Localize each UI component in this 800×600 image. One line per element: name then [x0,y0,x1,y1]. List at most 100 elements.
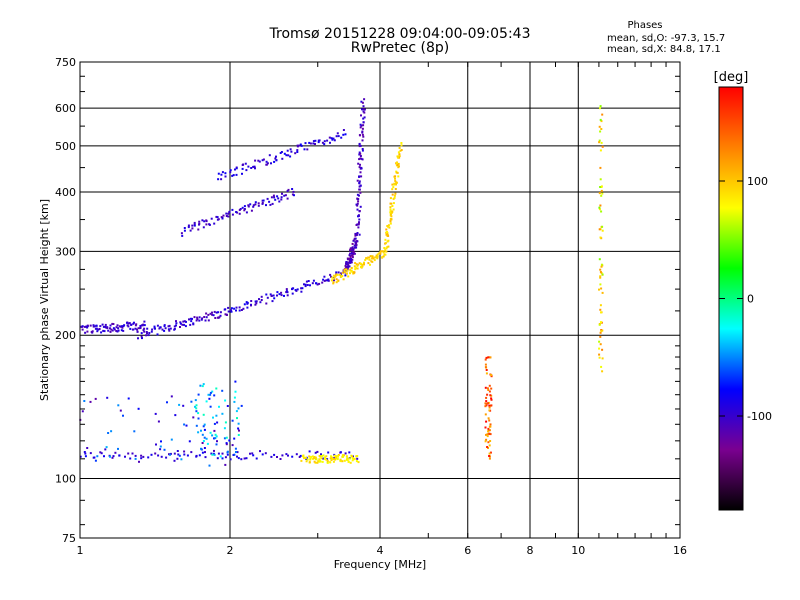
data-point [221,412,224,415]
data-point [238,309,241,312]
data-point [327,451,330,454]
data-point [212,314,215,317]
data-point [346,268,349,271]
data-point [111,456,114,459]
data-point [271,300,274,303]
data-point [317,460,320,463]
data-point [249,452,251,455]
data-point [344,452,347,455]
data-point [226,405,229,407]
data-point [208,464,211,467]
data-point [361,108,363,111]
data-point [202,425,205,428]
data-point [354,268,357,271]
data-point [489,433,492,436]
data-point [227,310,230,313]
data-point [159,448,162,451]
data-point [600,185,603,188]
data-point [345,262,347,265]
data-point [139,327,142,330]
data-point [249,203,252,206]
data-point [115,326,118,329]
data-point [600,329,603,331]
data-point [385,247,388,250]
data-point [400,149,403,151]
data-point [485,400,488,403]
data-point [384,249,387,252]
data-point [305,458,308,460]
data-point [302,455,304,458]
data-point [221,171,224,174]
data-point [179,321,182,324]
data-point [600,194,603,197]
data-point [351,246,354,249]
data-point [155,443,157,446]
data-point [273,297,276,300]
data-point [134,327,137,330]
data-point [321,281,324,284]
data-point [333,139,336,142]
data-point [209,312,212,315]
data-point [352,248,354,251]
data-point [334,458,337,461]
data-point [128,322,131,325]
data-point [90,331,93,333]
data-point [231,444,234,447]
data-point [285,154,288,157]
data-point [348,457,351,460]
data-point [351,256,354,259]
data-point [137,407,140,410]
data-point [126,321,128,324]
data-point [211,390,214,393]
data-point [299,454,302,457]
data-point [238,212,241,215]
data-point [236,451,239,454]
data-point [199,384,202,387]
data-point [206,442,209,445]
data-point [389,206,392,209]
data-point [176,450,179,452]
data-point [96,330,99,333]
data-point [208,223,211,226]
data-point [346,261,349,264]
data-point [198,316,201,319]
data-point [361,148,364,150]
data-point [344,133,347,136]
data-point [391,205,394,207]
x-tick-label: 10 [571,544,585,557]
data-point [368,256,371,259]
data-point [303,457,306,460]
data-point [243,205,246,208]
data-point [308,141,311,144]
data-point [336,273,339,276]
data-point [341,454,344,457]
data-point [157,420,160,423]
data-point [129,327,132,330]
data-point [254,159,257,162]
data-point [207,393,210,396]
y-tick-label: 400 [55,186,76,199]
data-point [350,269,353,272]
data-point [217,452,220,455]
data-point [116,324,119,327]
data-point [245,169,248,172]
data-point [315,282,317,285]
data-point [122,414,124,417]
data-point [140,332,143,335]
data-point [130,323,133,326]
data-point [335,281,338,284]
data-point [394,175,397,178]
data-point [163,325,166,328]
data-point [360,175,363,178]
data-point [283,194,286,197]
data-point [117,404,120,407]
data-point [109,324,112,327]
data-point [224,399,227,402]
data-point [265,204,267,207]
data-point [141,324,144,327]
data-point [485,396,488,399]
data-point [337,135,340,138]
data-point [294,152,297,155]
data-point [343,268,346,271]
data-point [356,202,359,205]
